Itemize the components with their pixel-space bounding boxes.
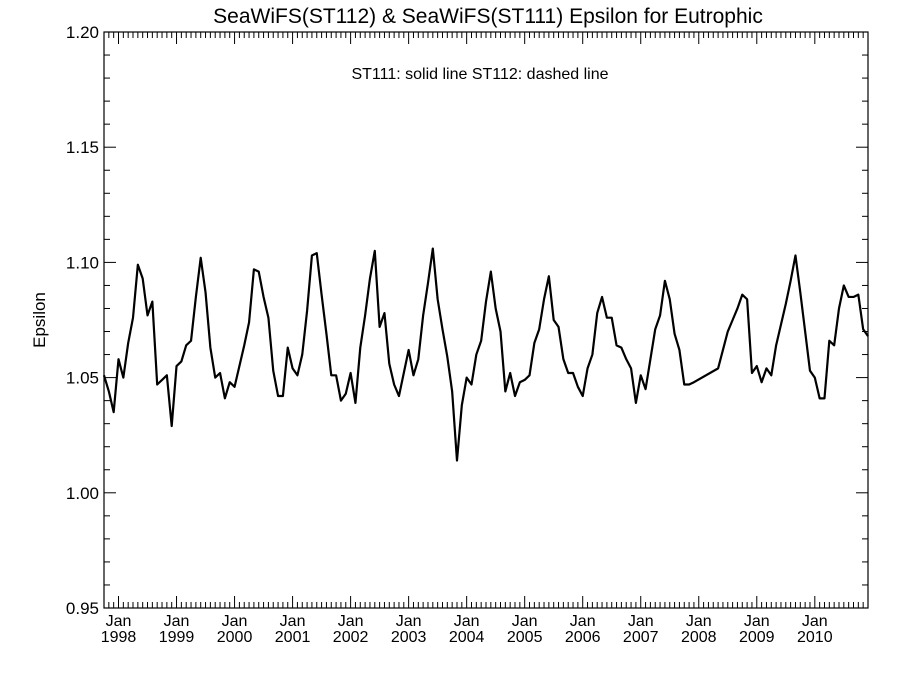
x-tick-label-month: Jan [570,613,596,630]
x-tick-label-year: 2010 [797,629,833,646]
x-tick-label-month: Jan [686,613,712,630]
x-tick-label-year: 2000 [217,629,253,646]
axes: 0.951.001.051.101.151.20Jan1998Jan1999Ja… [66,23,869,646]
x-tick-label-year: 2002 [333,629,369,646]
x-tick-label-month: Jan [454,613,480,630]
x-tick-label-year: 2005 [507,629,543,646]
x-tick-label-year: 2008 [681,629,717,646]
x-tick-label-month: Jan [338,613,364,630]
y-tick-label: 1.05 [66,369,99,388]
y-tick-label: 1.15 [66,138,99,157]
x-tick-label-month: Jan [222,613,248,630]
x-tick-label-month: Jan [802,613,828,630]
x-tick-label-month: Jan [396,613,422,630]
x-tick-label-month: Jan [280,613,306,630]
x-tick-label-month: Jan [106,613,132,630]
x-tick-label-month: Jan [512,613,538,630]
y-tick-label: 0.95 [66,599,99,618]
legend-annotation: ST111: solid line ST112: dashed line [351,66,608,83]
y-tick-label: 1.10 [66,253,99,272]
x-tick-label-year: 1999 [159,629,195,646]
x-tick-label-year: 2003 [391,629,427,646]
x-tick-label-year: 2004 [449,629,485,646]
x-tick-label-year: 2001 [275,629,311,646]
series-line-1 [102,247,869,462]
plot-frame [103,31,869,609]
y-axis-label: Epsilon [30,292,49,348]
y-tick-label: 1.00 [66,484,99,503]
series-group [102,247,869,462]
x-tick-label-month: Jan [164,613,190,630]
x-tick-label-month: Jan [628,613,654,630]
chart-title: SeaWiFS(ST112) & SeaWiFS(ST111) Epsilon … [213,5,763,28]
x-tick-label-year: 1998 [101,629,137,646]
x-tick-label-year: 2009 [739,629,775,646]
x-tick-label-month: Jan [744,613,770,630]
x-tick-label-year: 2006 [565,629,601,646]
x-tick-label-year: 2007 [623,629,659,646]
y-tick-label: 1.20 [66,23,99,42]
